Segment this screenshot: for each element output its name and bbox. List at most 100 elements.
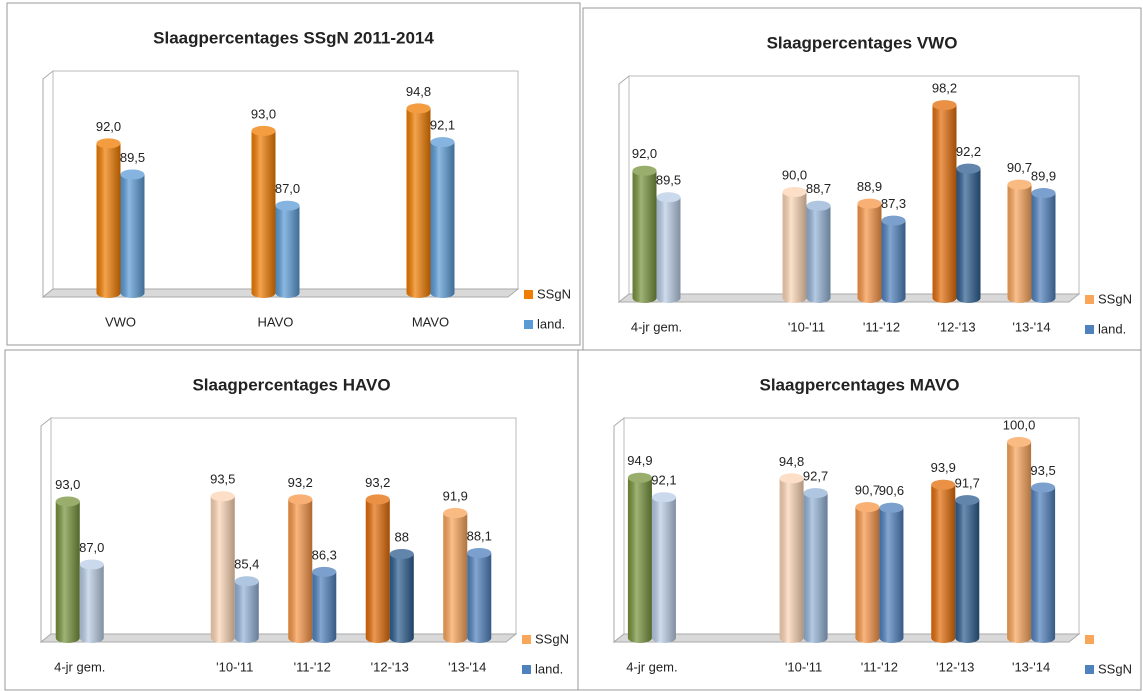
back-wall bbox=[618, 74, 630, 304]
bar-cap-light bbox=[956, 163, 981, 174]
value-label: 88,9 bbox=[857, 179, 882, 194]
value-label: 89,5 bbox=[656, 173, 681, 188]
bar-cap-light bbox=[782, 187, 807, 197]
bar-cap bbox=[857, 198, 882, 209]
bar-cap-light bbox=[955, 495, 980, 506]
value-label: 100,0 bbox=[1003, 417, 1036, 432]
value-label: 93,5 bbox=[210, 472, 235, 487]
bar-cap bbox=[806, 200, 831, 211]
x-tick-label: 4-jr gem. bbox=[631, 319, 682, 334]
legend-label: SSgN bbox=[537, 286, 571, 301]
bar-cap bbox=[443, 508, 468, 519]
x-tick-label: '10-'11 bbox=[785, 659, 822, 674]
bar-shade bbox=[251, 130, 276, 298]
bar-cap-light bbox=[288, 494, 313, 505]
bar-shade bbox=[430, 142, 455, 298]
bar-shade bbox=[955, 500, 980, 643]
panel-frame bbox=[577, 349, 1142, 691]
bar-cap-light bbox=[932, 100, 957, 111]
bar-cap bbox=[1031, 482, 1056, 493]
bar-cap-light bbox=[627, 472, 652, 483]
bar-cap-light bbox=[931, 479, 956, 490]
bar-cap bbox=[956, 163, 981, 174]
bar-cap bbox=[782, 187, 807, 197]
bar-cap bbox=[55, 496, 80, 507]
bar-cap-light bbox=[430, 137, 455, 148]
bar-cap bbox=[651, 492, 676, 503]
bar-shade bbox=[389, 554, 414, 643]
bar-shade bbox=[79, 564, 104, 643]
bar-shade bbox=[1007, 184, 1032, 303]
value-label: 90,0 bbox=[782, 167, 807, 182]
bar-shade bbox=[365, 499, 390, 643]
value-label: 92,7 bbox=[803, 469, 828, 484]
legend-marker bbox=[1085, 325, 1094, 334]
x-tick-label: '10-'11 bbox=[216, 659, 253, 674]
bar-cap-light bbox=[1031, 188, 1056, 199]
bar-cap-light bbox=[1007, 179, 1032, 190]
bar-cap-light bbox=[632, 165, 657, 176]
x-tick-label: '12-'13 bbox=[937, 319, 975, 334]
bar-cap-light bbox=[857, 198, 882, 209]
bar-shade bbox=[312, 571, 337, 643]
bar-shade bbox=[803, 493, 828, 643]
bar-cap bbox=[406, 103, 431, 114]
value-label: 92,1 bbox=[651, 473, 676, 488]
value-label: 90,6 bbox=[879, 483, 904, 498]
bar-cap-light bbox=[312, 566, 337, 577]
value-label: 94,8 bbox=[779, 454, 804, 469]
bar-cap bbox=[955, 495, 980, 506]
bar-shade bbox=[1007, 442, 1032, 643]
bar-shade bbox=[627, 477, 652, 643]
x-tick-label: '13-'14 bbox=[1012, 659, 1050, 674]
x-tick-label: VWO bbox=[105, 314, 136, 329]
bar-shade bbox=[857, 203, 882, 303]
bar-cap bbox=[881, 215, 906, 226]
bar-cap bbox=[389, 549, 414, 559]
legend-marker bbox=[522, 635, 531, 644]
bar-cap bbox=[467, 547, 492, 558]
bar-shade bbox=[632, 170, 657, 303]
bar-cap bbox=[120, 169, 145, 180]
bar-shade bbox=[956, 168, 981, 303]
bar-cap bbox=[627, 472, 652, 483]
bar-shade bbox=[656, 197, 681, 303]
value-label: 87,0 bbox=[79, 540, 104, 555]
x-tick-label: '12-'13 bbox=[371, 659, 409, 674]
bar-cap-light bbox=[806, 200, 831, 211]
bar-cap-light bbox=[251, 125, 276, 136]
value-label: 93,9 bbox=[931, 460, 956, 475]
value-label: 86,3 bbox=[312, 547, 337, 562]
x-tick-label: MAVO bbox=[412, 314, 449, 329]
value-label: 94,9 bbox=[627, 453, 652, 468]
legend-label: SSgN bbox=[1098, 291, 1132, 306]
legend-label: land. bbox=[1098, 321, 1126, 336]
x-tick-label: '12-'13 bbox=[936, 659, 974, 674]
bar-cap bbox=[210, 491, 235, 502]
bar-cap-light bbox=[234, 576, 259, 587]
value-label: 93,0 bbox=[251, 106, 276, 121]
x-tick-label: 4-jr gem. bbox=[54, 659, 105, 674]
value-label: 88,1 bbox=[467, 528, 492, 543]
bar-shade bbox=[806, 205, 831, 303]
bar-shade bbox=[1031, 487, 1056, 643]
bar-cap bbox=[365, 494, 390, 505]
legend-marker bbox=[1085, 665, 1094, 674]
chart-title: Slaagpercentages SSgN 2011-2014 bbox=[153, 28, 434, 47]
bar-cap bbox=[96, 138, 121, 149]
bar-shade bbox=[1031, 193, 1056, 303]
bar-cap-light bbox=[275, 200, 300, 211]
legend-label: land. bbox=[537, 316, 565, 331]
x-tick-label: '11-'12 bbox=[861, 659, 898, 674]
bar-cap-light bbox=[406, 103, 431, 114]
legend-marker bbox=[524, 320, 533, 329]
back-wall bbox=[42, 69, 54, 299]
bar-cap bbox=[251, 125, 276, 136]
bar-cap bbox=[234, 576, 259, 587]
bar-cap bbox=[1007, 437, 1032, 447]
value-label: 93,0 bbox=[55, 477, 80, 492]
x-tick-label: HAVO bbox=[258, 314, 294, 329]
bar-cap-light bbox=[55, 496, 80, 507]
bar-shade bbox=[55, 501, 80, 643]
value-label: 92,0 bbox=[96, 119, 121, 134]
